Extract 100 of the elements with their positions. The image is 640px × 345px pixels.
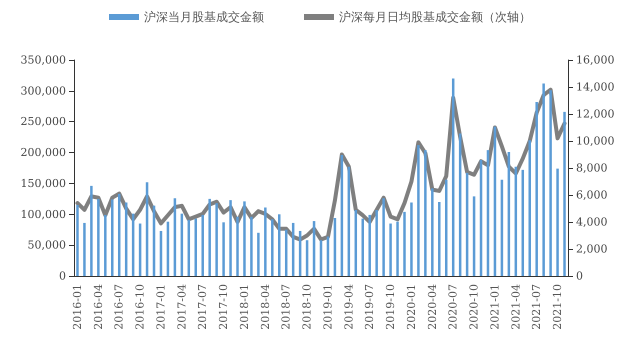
bar — [243, 201, 246, 276]
bar — [104, 214, 107, 276]
bar — [138, 224, 142, 276]
bar — [326, 236, 330, 276]
bar — [410, 202, 413, 276]
bar — [312, 221, 316, 276]
bar — [298, 230, 302, 276]
y2-tick-label: 16,000 — [576, 54, 614, 66]
x-tick-label: 2021-01 — [488, 284, 502, 330]
y2-tick-label: 14,000 — [576, 80, 614, 94]
legend-label: 沪深当月股基成交金额 — [144, 10, 264, 24]
bar — [264, 207, 267, 276]
bar — [174, 198, 176, 276]
x-tick-label: 2020-10 — [468, 284, 481, 330]
bar — [292, 222, 294, 276]
bar — [229, 200, 232, 276]
x-tick-label: 2019-10 — [384, 284, 398, 330]
bar — [284, 230, 288, 276]
x-tick-label: 2019-04 — [342, 284, 356, 330]
x-tick-label: 2018-01 — [238, 284, 251, 330]
bar — [215, 203, 218, 276]
bar — [152, 206, 156, 276]
x-tick-label: 2018-07 — [280, 284, 293, 330]
bar — [514, 166, 518, 276]
bar — [494, 126, 496, 276]
y-tick-label: 200,000 — [20, 146, 66, 160]
bar — [340, 155, 344, 276]
y-tick-label: 350,000 — [20, 54, 66, 66]
bar — [208, 198, 211, 276]
y2-tick-label: 0 — [576, 270, 583, 282]
bar — [194, 218, 198, 276]
bar — [76, 205, 79, 276]
y-tick-label: 150,000 — [20, 176, 66, 190]
x-tick-label: 2020-07 — [446, 284, 460, 330]
x-tick-label: 2016-04 — [92, 284, 105, 330]
bar — [278, 214, 281, 276]
bar — [124, 202, 128, 276]
y-tick-label: 50,000 — [28, 238, 66, 252]
bar — [452, 78, 454, 276]
bar — [90, 186, 93, 276]
x-tick-label: 2016-01 — [70, 284, 84, 330]
y2-tick-label: 2,000 — [576, 242, 608, 256]
y-tick-label: 250,000 — [20, 115, 66, 128]
bar — [563, 112, 566, 276]
bar — [556, 168, 559, 276]
bar — [354, 210, 358, 276]
bar — [500, 180, 504, 276]
x-tick-label: 2020-01 — [404, 284, 418, 330]
x-tick-label: 2017-01 — [154, 284, 168, 330]
bar — [522, 170, 524, 276]
bar — [389, 224, 392, 276]
bar — [180, 214, 184, 276]
x-tick-label: 2016-10 — [134, 284, 147, 330]
bar — [118, 194, 120, 276]
bar — [111, 199, 114, 276]
bar — [334, 218, 336, 276]
x-tick-label: 2018-10 — [300, 284, 314, 330]
bar — [486, 150, 490, 276]
bar — [250, 216, 253, 276]
x-tick-label: 2016-07 — [112, 284, 126, 330]
bar — [528, 140, 531, 276]
bar — [368, 214, 371, 276]
bar — [97, 198, 100, 276]
x-tick-label: 2018-04 — [258, 284, 272, 330]
x-tick-label: 2017-07 — [196, 284, 210, 330]
bar — [375, 210, 378, 276]
y-tick-label: 0 — [59, 270, 66, 282]
y2-tick-label: 10,000 — [576, 134, 614, 148]
bar — [166, 222, 170, 276]
bar — [348, 166, 350, 276]
bar — [320, 240, 322, 276]
bar — [431, 188, 434, 276]
bar — [382, 198, 385, 276]
legend-label: 沪深每月日均股基成交金额（次轴） — [339, 10, 531, 24]
bar — [257, 232, 260, 276]
bar — [549, 90, 552, 276]
bar — [306, 240, 308, 276]
bar — [132, 214, 134, 276]
bar — [201, 214, 204, 276]
x-tick-label: 2019-01 — [321, 284, 334, 330]
y2-tick-label: 8,000 — [576, 162, 608, 174]
bar — [222, 222, 225, 276]
bar — [146, 182, 148, 276]
y-tick-label: 100,000 — [20, 208, 66, 221]
bar — [361, 218, 364, 276]
x-tick-label: 2021-07 — [530, 284, 544, 330]
x-tick-label: 2017-04 — [175, 284, 188, 330]
bar — [480, 160, 482, 276]
x-tick-label: 2017-10 — [217, 284, 230, 330]
x-tick-label: 2019-07 — [363, 284, 376, 330]
bar — [424, 150, 427, 276]
bar — [160, 230, 162, 276]
y2-tick-label: 12,000 — [576, 108, 614, 120]
x-tick-label: 2021-04 — [509, 284, 522, 330]
bar — [466, 172, 468, 276]
y2-tick-label: 6,000 — [576, 188, 608, 202]
bar — [458, 133, 462, 276]
bar — [508, 152, 510, 276]
bar — [444, 180, 448, 276]
y-tick-label: 300,000 — [20, 84, 66, 98]
